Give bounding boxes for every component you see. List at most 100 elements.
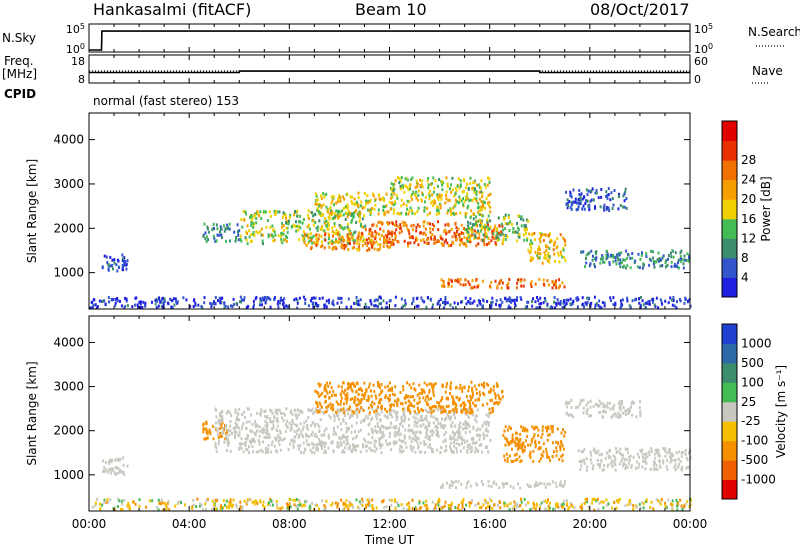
power-panel-cell-8 — [496, 231, 499, 235]
velocity-panel-cell-3 — [357, 430, 360, 434]
velocity-panel-cell-3 — [333, 428, 335, 432]
velocity-panel-cell-1 — [547, 508, 550, 512]
velocity-panel-cell-3 — [399, 423, 401, 426]
power-panel-cell-2 — [213, 236, 216, 240]
power-panel-cell-7 — [466, 182, 468, 186]
velocity-panel-cell-1 — [371, 505, 374, 508]
power-panel-cell-3 — [293, 213, 296, 217]
velocity-panel-cell-4 — [469, 404, 472, 408]
velocity-panel-cell-5 — [560, 431, 563, 435]
power-panel-cell-1 — [634, 298, 637, 302]
power-panel-cell-5 — [463, 227, 465, 230]
power-panel-cell-1 — [439, 298, 442, 301]
velocity-panel-cell-5 — [524, 445, 527, 449]
power-panel-cell-5 — [441, 243, 444, 247]
velocity-panel-cell-1 — [431, 500, 434, 504]
velocity-panel-cell-4 — [388, 381, 391, 385]
velocity-panel-cell-3 — [365, 444, 368, 448]
velocity-panel-cell-5 — [562, 447, 565, 451]
power-panel-cell-12 — [594, 205, 597, 209]
velocity-panel-cell-3 — [416, 412, 419, 416]
power-panel-cell-11 — [653, 265, 656, 269]
power-panel-cell-0 — [123, 256, 126, 260]
velocity-panel-cell-7 — [677, 465, 680, 469]
velocity-panel-cell-1 — [382, 499, 385, 503]
power-panel-cell-12 — [585, 199, 587, 203]
velocity-panel-cell-3 — [225, 433, 228, 437]
power-panel-cell-1 — [394, 304, 397, 308]
velocity-panel-cell-1 — [419, 506, 422, 510]
velocity-panel-cell-5 — [529, 456, 532, 460]
velocity-panel-cell-5 — [551, 425, 554, 429]
power-panel-cell-7 — [480, 179, 483, 183]
power-panel-cell-1 — [556, 298, 559, 302]
velocity-panel-cell-4 — [368, 396, 370, 400]
power-panel-cell-1 — [302, 295, 305, 299]
power-panel-cell-8 — [517, 214, 520, 218]
velocity-panel-cell-3 — [455, 430, 458, 434]
power-panel-cell-0 — [124, 260, 127, 264]
velocity-panel-cell-1 — [151, 499, 154, 503]
power-panel-cell-12 — [624, 187, 627, 191]
velocity-panel-cell-3 — [314, 432, 317, 436]
velocity-panel-cell-3 — [328, 414, 331, 418]
velocity-panel-cell-7 — [613, 462, 616, 466]
velocity-panel-cell-4 — [470, 411, 472, 415]
power-panel-cell-2 — [215, 239, 218, 243]
power-panel-cell-6 — [382, 205, 385, 209]
power-panel-cell-9 — [559, 250, 562, 254]
velocity-panel-cell-4 — [418, 392, 421, 396]
power-panel-cell-1 — [554, 306, 557, 310]
power-panel-cell-9 — [560, 252, 563, 256]
velocity-panel-cell-1 — [166, 501, 169, 505]
velocity-panel-cell-5 — [534, 442, 537, 446]
power-panel-cell-6 — [405, 212, 408, 216]
power-panel-cell-10 — [523, 278, 526, 282]
velocity-panel-cell-3 — [416, 424, 419, 428]
power-panel-cell-1 — [264, 295, 266, 299]
power-panel-cell-11 — [608, 262, 611, 266]
power-panel-cell-5 — [499, 231, 502, 235]
velocity-panel-cell-1 — [671, 503, 674, 507]
velocity-panel-cell-3 — [350, 413, 353, 417]
velocity-panel-cell-3 — [462, 446, 465, 450]
power-panel-cell-6 — [372, 194, 375, 198]
power-panel-cell-6 — [483, 201, 486, 205]
velocity-panel-cell-3 — [258, 442, 261, 446]
power-panel-cell-2 — [216, 233, 219, 237]
power-panel-cell-7 — [472, 181, 475, 185]
velocity-panel-cell-7 — [614, 456, 617, 460]
velocity-panel-cell-4 — [442, 405, 445, 409]
power-panel-cell-1 — [311, 303, 314, 307]
velocity-panel-cell-8 — [598, 411, 601, 414]
velocity-panel-cell-4 — [494, 394, 497, 397]
power-panel-cell-4 — [366, 244, 368, 248]
velocity-panel-cell-3 — [370, 427, 373, 431]
velocity-panel-cell-7 — [658, 454, 661, 458]
velocity-panel-cell-3 — [436, 418, 439, 422]
power-panel-cell-11 — [580, 250, 583, 254]
power-panel-cell-5 — [440, 236, 443, 240]
power-panel-cell-1 — [203, 296, 206, 300]
velocity-panel-cell-6 — [466, 482, 469, 485]
velocity-panel-cell-4 — [432, 385, 435, 389]
power-panel-cell-6 — [480, 200, 483, 204]
velocity-panel-cell-0 — [117, 466, 120, 470]
power-panel-cell-2 — [228, 239, 231, 243]
power-panel-cell-2 — [207, 230, 210, 234]
power-panel-cell-3 — [317, 225, 320, 229]
power-panel-cell-1 — [212, 302, 215, 306]
power-panel-cell-1 — [103, 299, 106, 303]
power-panel-cell-1 — [577, 298, 580, 301]
velocity-panel-cell-4 — [428, 406, 431, 410]
power-panel-cell-7 — [486, 176, 489, 180]
power-panel-cell-6 — [439, 204, 442, 208]
velocity-panel-cell-3 — [432, 415, 435, 419]
velocity-panel-cell-4 — [459, 383, 462, 387]
power-panel-cell-1 — [431, 303, 434, 307]
velocity-panel-cell-7 — [591, 467, 594, 471]
power-panel-cell-11 — [648, 263, 651, 267]
power-panel-cell-1 — [565, 302, 568, 306]
power-panel-cell-0 — [126, 259, 129, 263]
power-panel-cell-1 — [489, 305, 492, 309]
